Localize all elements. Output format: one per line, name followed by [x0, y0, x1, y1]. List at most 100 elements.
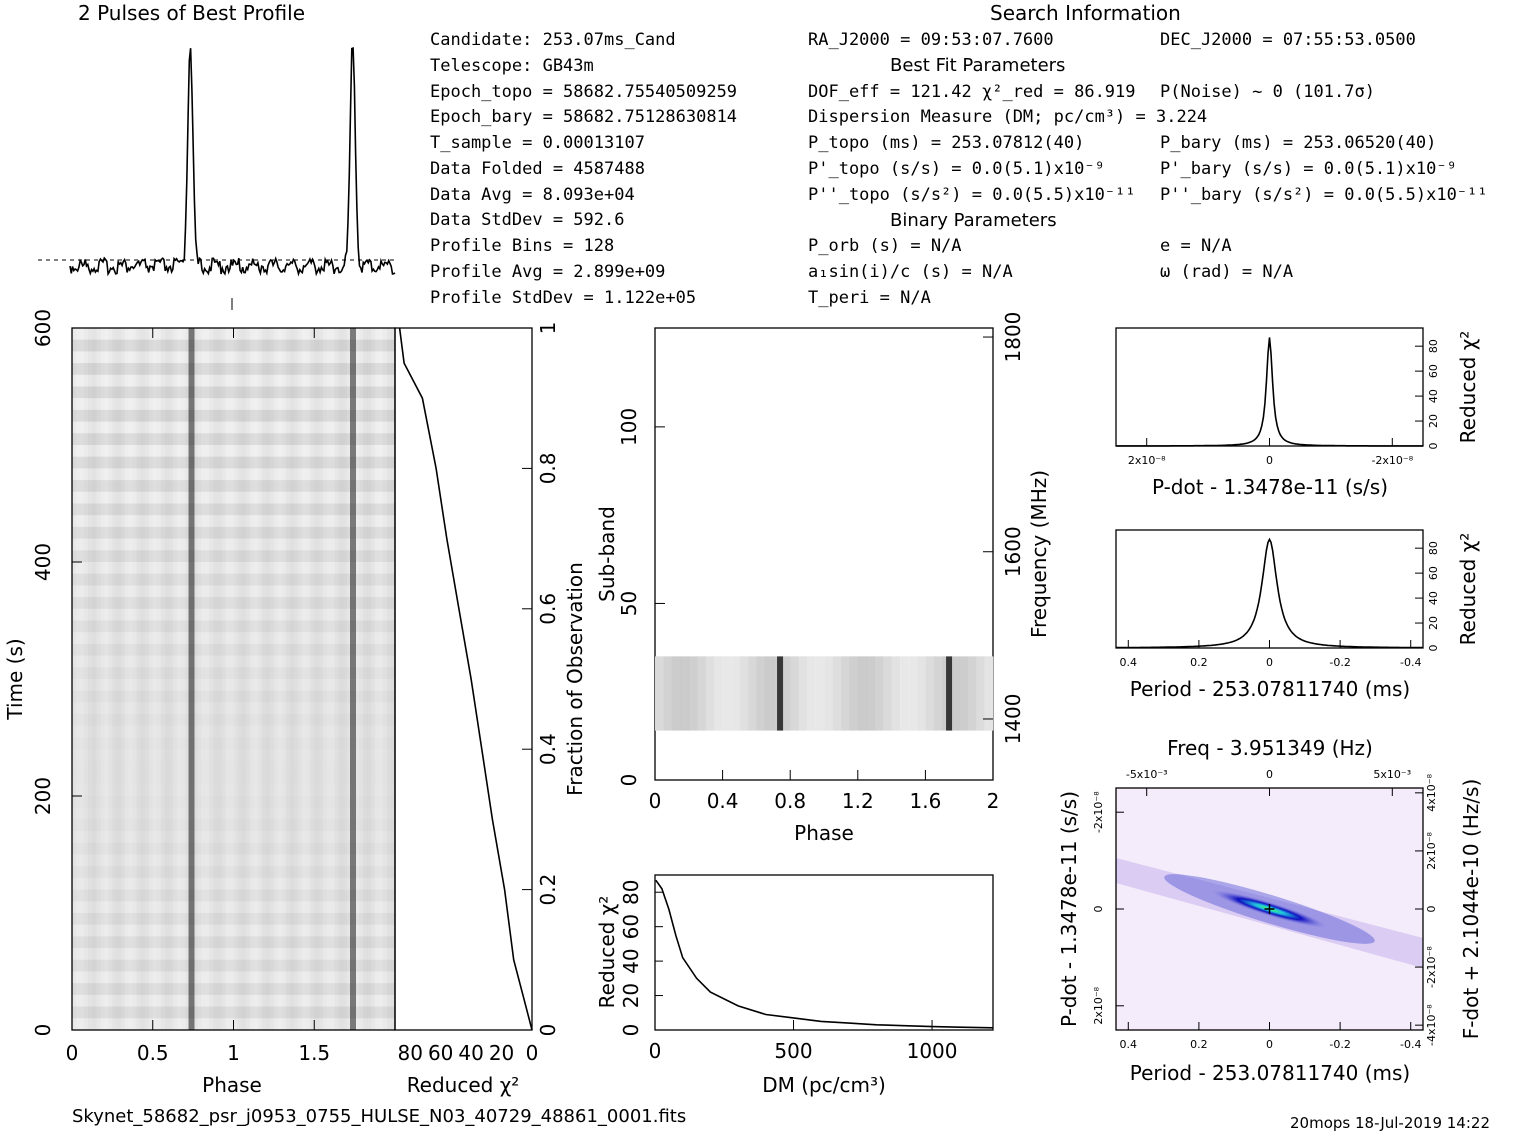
pp-ytick-2: -2x10⁻⁸: [1092, 791, 1105, 833]
info-left-line-10: Profile StdDev = 1.122e+05: [430, 288, 696, 308]
subband-pulse-0: [777, 656, 784, 731]
frac-ylabel: Fraction of Observation: [563, 562, 587, 796]
tp-xtick-3: 1.5: [298, 1041, 330, 1065]
info-left-line-7: Data StdDev = 592.6: [430, 210, 624, 230]
pp-y2label: F-dot + 2.1044e-10 (Hz/s): [1459, 779, 1483, 1040]
profile-series: [69, 46, 396, 277]
frac-ytick-4: 0.8: [536, 452, 560, 484]
sb-ylabel: Sub-band: [595, 506, 619, 602]
tp-ytick-3: 600: [31, 309, 55, 347]
pp-xlabel: Period - 253.07811740 (ms): [1130, 1061, 1411, 1085]
per-ytick-0: 0: [1427, 645, 1440, 652]
sb-xtick-3: 1.2: [842, 789, 874, 813]
info-mid: RA_J2000 = 09:53:07.7600 DOF_eff = 121.42…: [808, 30, 1207, 308]
frac-ytick-5: 1: [536, 322, 560, 335]
subband-pulse-1: [946, 656, 953, 731]
sb-xtick-0: 0: [649, 789, 662, 813]
pdot-ytick-3: 60: [1427, 364, 1440, 378]
info-left-line-4: T_sample = 0.00013107: [430, 133, 645, 153]
frac-ytick-0: 0: [536, 1024, 560, 1037]
info-mid-line-4: P'_topo (s/s) = 0.0(5.1)x10⁻⁹: [808, 159, 1105, 179]
profile-plot: [38, 46, 396, 310]
per-xtick-1: 0.2: [1190, 656, 1208, 669]
tp-ytick-1: 200: [31, 777, 55, 815]
sb-y2tick-2: 1800: [1001, 312, 1025, 363]
info-mid-line-2: Dispersion Measure (DM; pc/cm³) = 3.224: [808, 107, 1207, 127]
pp-x2tick-2: 5x10⁻³: [1373, 768, 1411, 781]
frac-ytick-1: 0.2: [536, 874, 560, 906]
pp-xtick-3: -0.2: [1329, 1038, 1350, 1051]
info-mid-line-3: P_topo (ms) = 253.07812(40): [808, 133, 1084, 153]
info-right-line-0: DEC_J2000 = 07:55:53.0500: [1160, 30, 1416, 50]
dm-xtick-0: 0: [649, 1039, 662, 1063]
tp-xtick-0: 0: [66, 1041, 79, 1065]
per-xtick-2: 0: [1266, 656, 1273, 669]
info-mid-line-8: T_peri = N/A: [808, 288, 931, 308]
info-right-line-6: ω (rad) = N/A: [1160, 262, 1293, 282]
info-mid-line-7: a₁sin(i)/c (s) = N/A: [808, 262, 1013, 282]
dm-ytick-3: 60: [619, 914, 643, 939]
pp-x2tick-1: 0: [1266, 768, 1273, 781]
tp-xtick-2: 1: [227, 1041, 240, 1065]
dm-xlabel: DM (pc/cm³): [762, 1073, 886, 1097]
pp-y2tick-0: -4x10⁻⁸: [1425, 1004, 1438, 1046]
period-chi2-plot: 0.4 0.2 0 -0.2 -0.4 0 20 40 60 80: [1115, 529, 1440, 669]
frac-xtick-1: 60: [428, 1041, 453, 1065]
dm-xtick-1: 500: [774, 1039, 812, 1063]
best-fit-title: Best Fit Parameters: [890, 55, 1065, 76]
per-xtick-3: -0.2: [1329, 656, 1350, 669]
pp-x2tick-0: -5x10⁻³: [1126, 768, 1168, 781]
per-ytick-1: 20: [1427, 616, 1440, 630]
info-left-line-1: Telescope: GB43m: [430, 56, 594, 76]
search-info-title: Search Information: [990, 1, 1181, 25]
pp-ytick-1: 0: [1092, 906, 1105, 913]
sb-xtick-2: 0.8: [774, 789, 806, 813]
per-xlabel: Period - 253.07811740 (ms): [1130, 677, 1411, 701]
info-left: Candidate: 253.07ms_Cand Telescope: GB43m…: [430, 30, 737, 308]
info-mid-line-5: P''_topo (s/s²) = 0.0(5.5)x10⁻¹¹: [808, 185, 1136, 205]
pp-y2tick-2: 0: [1425, 906, 1438, 913]
dm-ytick-1: 20: [619, 983, 643, 1008]
pdot-ylabel: Reduced χ²: [1456, 331, 1480, 444]
pulse-track-1: [350, 328, 357, 1030]
info-right: DEC_J2000 = 07:55:53.0500 P(Noise) ~ 0 (1…: [1160, 30, 1488, 282]
sb-y2label: Frequency (MHz): [1027, 470, 1051, 638]
time-phase-plot: 0 0.5 1 1.5 0 200 400 600: [31, 309, 396, 1065]
p-pdot-plot: 0.4 0.2 0 -0.2 -0.4 -5x10⁻³ 0 5x10⁻³ 2x10⁻⁸ 0 -2x1…: [1092, 768, 1438, 1051]
sb-y2tick-1: 1600: [1001, 526, 1025, 577]
info-mid-line-1: DOF_eff = 121.42 χ²_red = 86.919: [808, 82, 1136, 102]
sb-y2tick-0: 1400: [1001, 694, 1025, 745]
dm-xtick-2: 1000: [907, 1039, 958, 1063]
dm-ytick-2: 40: [619, 948, 643, 973]
info-mid-line-6: P_orb (s) = N/A: [808, 236, 962, 256]
pp-xtick-4: -0.4: [1400, 1038, 1421, 1051]
profile-title: 2 Pulses of Best Profile: [78, 1, 305, 25]
info-left-line-2: Epoch_topo = 58682.75540509259: [430, 82, 737, 102]
dm-ytick-4: 80: [619, 879, 643, 904]
pdot-ytick-4: 80: [1427, 339, 1440, 353]
info-right-line-2: P_bary (ms) = 253.06520(40): [1160, 133, 1436, 153]
pdot-chi2-plot: 2x10⁻⁸ 0 -2x10⁻⁸ 0 20 40 60 80: [1115, 327, 1440, 467]
per-ylabel: Reduced χ²: [1456, 533, 1480, 646]
per-ytick-3: 60: [1427, 566, 1440, 580]
info-left-line-9: Profile Avg = 2.899e+09: [430, 262, 665, 282]
frac-xlabel: Reduced χ²: [407, 1073, 520, 1097]
pdot-ytick-2: 40: [1427, 389, 1440, 403]
pdot-xlabel: P-dot - 1.3478e-11 (s/s): [1152, 475, 1388, 499]
tp-xlabel: Phase: [202, 1073, 262, 1097]
info-right-line-5: e = N/A: [1160, 236, 1232, 256]
frac-xtick-2: 40: [458, 1041, 483, 1065]
tp-ylabel: Time (s): [3, 638, 27, 720]
pdot-xtick-1: 0: [1266, 454, 1273, 467]
per-xtick-0: 0.4: [1120, 656, 1138, 669]
tp-ytick-0: 0: [31, 1024, 55, 1037]
sb-xtick-5: 2: [987, 789, 1000, 813]
per-ytick-2: 40: [1427, 591, 1440, 605]
per-ytick-4: 80: [1427, 541, 1440, 555]
info-right-line-1: P(Noise) ~ 0 (101.7σ): [1160, 82, 1375, 102]
pulse-track-0: [188, 328, 195, 1030]
per-xtick-4: -0.4: [1400, 656, 1421, 669]
dm-ylabel: Reduced χ²: [595, 896, 619, 1009]
info-right-line-3: P'_bary (s/s) = 0.0(5.1)x10⁻⁹: [1160, 159, 1457, 179]
